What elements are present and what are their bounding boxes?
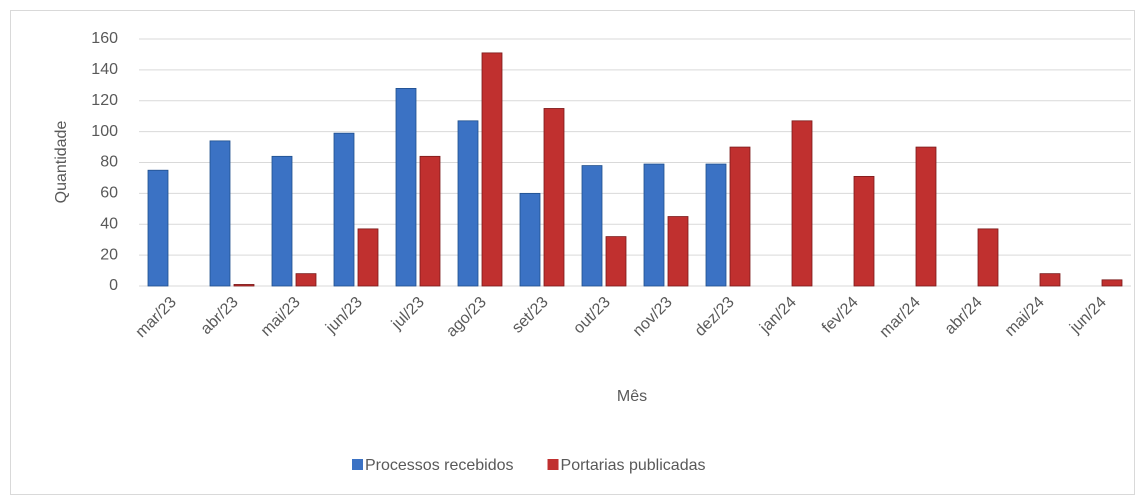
bar [581,165,603,287]
bar [233,284,255,287]
bar [853,175,875,287]
legend-label: Processos recebidos [365,457,514,474]
legend-swatch [547,459,559,470]
chart-border [10,10,1135,495]
bar [295,273,317,287]
bar [543,108,565,287]
y-tick-label: 140 [91,61,118,78]
bar [705,163,727,287]
bar [643,163,665,287]
bar [333,132,355,287]
bar [915,146,937,287]
y-tick-label: 20 [100,246,118,263]
bar [271,155,293,287]
bar [519,192,541,287]
y-tick-label: 120 [91,92,118,109]
y-tick-label: 80 [100,154,118,171]
x-axis-title: Mês [617,388,647,405]
bar [791,120,813,287]
legend-swatch [352,459,363,470]
y-tick-label: 160 [91,30,118,47]
legend-label: Portarias publicadas [561,457,706,474]
bar [457,120,479,287]
bar [729,146,751,287]
bar [147,169,169,287]
y-tick-label: 0 [109,277,118,294]
bar [667,216,689,287]
bar [977,228,999,287]
bar [419,155,441,287]
y-axis-title: Quantidade [53,121,70,204]
y-tick-label: 40 [100,215,118,232]
bar [605,236,627,287]
bar [1039,273,1061,287]
y-tick-label: 100 [91,123,118,140]
bar [357,228,379,287]
y-tick-label: 60 [100,185,118,202]
bar [481,52,503,287]
bar [209,140,231,287]
bar [395,88,417,287]
bar [1101,279,1123,287]
